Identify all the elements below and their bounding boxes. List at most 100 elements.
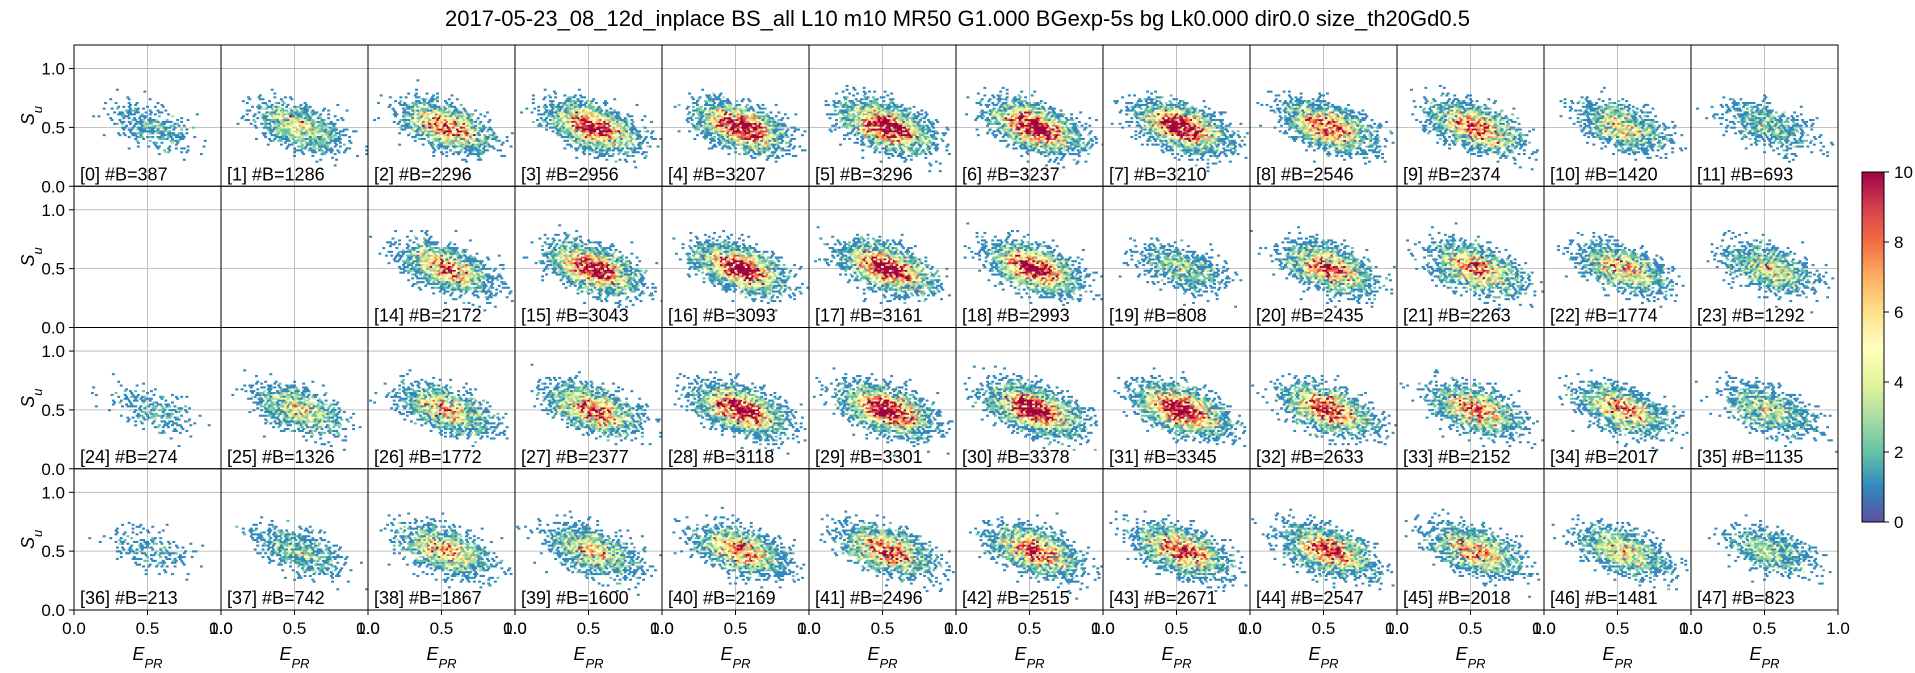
hexbin-cell: [493, 134, 497, 137]
hexbin-cell: [852, 86, 856, 89]
hexbin-cell: [1003, 130, 1006, 133]
hexbin-cell: [888, 102, 892, 105]
hexbin-cell: [1215, 134, 1219, 137]
hexbin-cell: [924, 156, 928, 159]
hexbin-cell: [1026, 126, 1030, 129]
hexbin-cell: [756, 103, 760, 106]
hexbin-cell: [290, 128, 294, 131]
hexbin-cell: [756, 145, 760, 148]
hexbin-cell: [1068, 153, 1072, 156]
hexbin-cell: [643, 126, 647, 129]
hexbin-cell: [703, 100, 707, 103]
hexbin-cell: [320, 134, 324, 137]
hexbin-cell: [1046, 151, 1050, 154]
hexbin-cell: [896, 132, 900, 135]
hexbin-cell: [176, 122, 180, 125]
hexbin-cell: [310, 115, 313, 118]
hexbin-cell: [310, 126, 313, 129]
hexbin-cell: [320, 119, 324, 122]
hexbin-cell: [1075, 128, 1079, 131]
hexbin-cell: [314, 143, 317, 146]
hexbin-cell: [1026, 111, 1030, 114]
hexbin-cell: [480, 153, 484, 156]
hexbin-cell: [192, 126, 195, 129]
hexbin-cell: [925, 147, 929, 150]
hexbin-cell: [307, 126, 311, 129]
hexbin-cell: [135, 120, 139, 123]
hexbin-cell: [741, 128, 745, 131]
hexbin-cell: [864, 134, 867, 137]
hexbin-cell: [896, 109, 900, 112]
hexbin-cell: [457, 119, 460, 122]
hexbin-cell: [845, 96, 849, 99]
hexbin-cell: [290, 117, 294, 120]
hexbin-cell: [403, 113, 407, 116]
hexbin-cell: [875, 117, 879, 120]
hexbin-cell: [990, 111, 993, 114]
hexbin-cell: [793, 130, 796, 133]
hexbin-cell: [1047, 119, 1051, 122]
hexbin-cell: [749, 128, 753, 131]
hexbin-cell: [247, 96, 250, 99]
hexbin-cell: [583, 96, 586, 99]
hexbin-cell: [749, 154, 753, 157]
hexbin-cell: [862, 102, 866, 105]
hexbin-cell: [630, 149, 634, 152]
hexbin-cell: [999, 139, 1003, 142]
hexbin-cell: [1189, 107, 1193, 110]
hexbin-cell: [1012, 98, 1016, 101]
hexbin-cell: [766, 156, 770, 159]
hexbin-cell: [266, 105, 270, 108]
hexbin-cell: [165, 130, 169, 133]
hexbin-cell: [730, 119, 733, 122]
hexbin-cell: [606, 130, 610, 133]
hexbin-cell: [1032, 149, 1035, 152]
hexbin-cell: [1000, 122, 1004, 125]
hexbin-cell: [122, 105, 126, 108]
hexbin-cell: [134, 137, 138, 140]
hexbin-cell: [718, 105, 722, 108]
hexbin-cell: [714, 111, 718, 114]
hexbin-cell: [1038, 117, 1042, 120]
hexbin-cell: [1022, 105, 1026, 108]
hexbin-cell: [136, 141, 140, 144]
hexbin-cell: [585, 126, 589, 129]
hexbin-cell: [764, 115, 768, 118]
hexbin-cell: [781, 139, 785, 142]
hexbin-cell: [877, 115, 880, 118]
hexbin-cell: [900, 141, 904, 144]
hexbin-cell: [787, 153, 791, 156]
hexbin-cell: [1046, 120, 1050, 123]
hexbin-cell: [1071, 119, 1075, 122]
hexbin-cell: [673, 105, 677, 108]
hexbin-cell: [268, 130, 271, 133]
hexbin-cell: [882, 119, 886, 122]
hexbin-cell: [781, 124, 785, 127]
hexbin-cell: [1063, 153, 1067, 156]
hexbin-cell: [706, 96, 710, 99]
hexbin-cell: [1045, 145, 1048, 148]
hexbin-cell: [619, 119, 623, 122]
hexbin-cell: [1029, 149, 1033, 152]
hexbin-cell: [626, 124, 630, 127]
hexbin-cell: [482, 151, 485, 154]
hexbin-cell: [1062, 124, 1066, 127]
hexbin-cell: [570, 145, 573, 148]
hexbin-cell: [1022, 147, 1026, 150]
hexbin-cell: [909, 132, 913, 135]
hexbin-cell: [862, 94, 866, 97]
hexbin-cell: [1060, 156, 1064, 159]
hexbin-cell: [945, 126, 949, 129]
hexbin-cell: [768, 136, 772, 139]
hexbin-cell: [902, 128, 905, 131]
hexbin-cell: [97, 115, 101, 118]
hexbin-cell: [450, 102, 454, 105]
hexbin-cell: [883, 128, 887, 131]
hexbin-cell: [1034, 137, 1038, 140]
hexbin-cell: [300, 147, 304, 150]
hexbin-cell: [484, 143, 488, 146]
hexbin-cell: [608, 117, 611, 120]
hexbin-cell: [752, 151, 756, 154]
hexbin-cell: [907, 136, 911, 139]
hexbin-cell: [615, 139, 619, 142]
